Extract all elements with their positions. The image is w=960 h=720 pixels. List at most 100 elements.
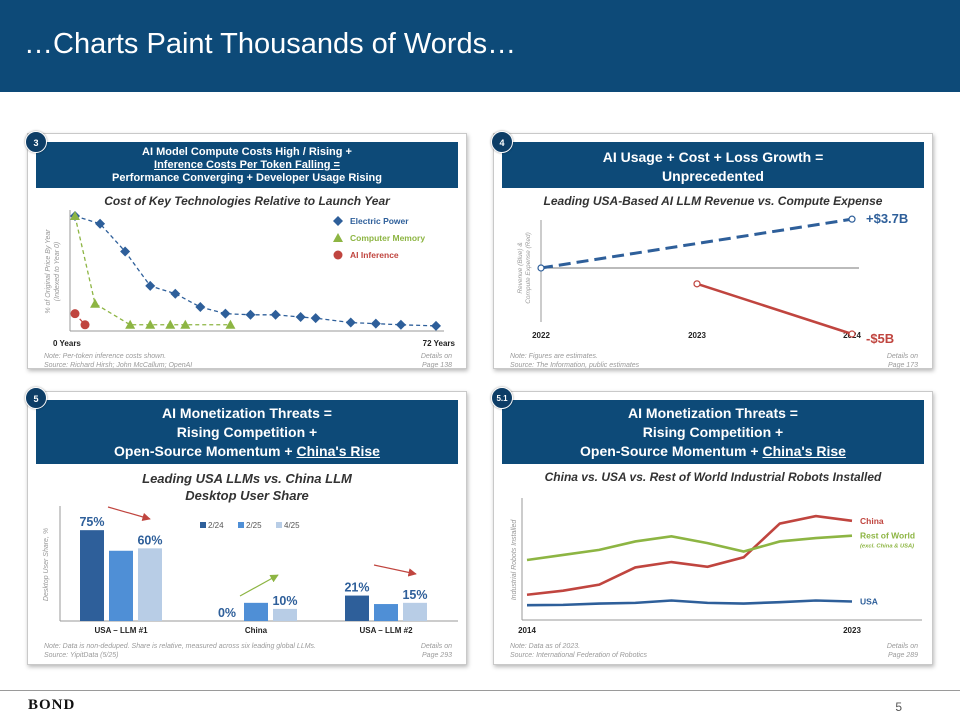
panel-badge: 3: [25, 131, 47, 153]
data-point: [537, 264, 545, 272]
x-tick-label: USA – LLM #2: [359, 626, 413, 635]
data-point: [370, 318, 381, 329]
trend-arrow-up: [239, 574, 279, 597]
note-line: Note: Figures are estimates.: [510, 353, 598, 360]
bar: [273, 608, 297, 621]
bar: [138, 548, 162, 621]
data-point: [225, 319, 236, 329]
note-line: Note: Data as of 2023.: [510, 643, 581, 650]
x-tick-label: China: [245, 626, 268, 635]
bar: [403, 602, 427, 621]
data-label: 21%: [344, 581, 369, 595]
series-line: [74, 215, 231, 326]
data-point: [431, 320, 441, 331]
panel-monetization-threats-share: AI Monetization Threats = Rising Competi…: [27, 391, 467, 665]
details-link[interactable]: Details on Page 138: [421, 352, 452, 370]
data-point: [170, 288, 181, 299]
data-point: [180, 319, 191, 329]
china-rise-link[interactable]: China's Rise: [762, 443, 846, 459]
details-page: Page 293: [422, 652, 452, 659]
y-axis-label: Desktop User Share, %: [43, 528, 50, 601]
chart-subtitle: China vs. USA vs. Rest of World Industri…: [544, 470, 882, 484]
series-line: [526, 599, 853, 607]
panel-compute-costs: AI Model Compute Costs High / Rising + I…: [27, 133, 467, 369]
legend-marker: [333, 216, 343, 226]
subtitle-line: Leading USA LLMs vs. China LLM: [142, 471, 352, 486]
data-label: 60%: [137, 533, 162, 547]
chart-subtitle: Cost of Key Technologies Relative to Lau…: [104, 194, 390, 208]
end-value-label: -$5B: [866, 331, 894, 346]
chart-cost-of-technologies: % of Original Price By Year (Indexed to Y…: [45, 210, 456, 348]
chart-desktop-user-share: Desktop User Share, % 2/24 2/25 4/25 USA – L…: [43, 506, 458, 635]
series-line: [526, 514, 853, 597]
x-tick-label: 2023: [688, 331, 706, 340]
x-tick-label: 2022: [532, 331, 550, 340]
legend-label: 4/25: [284, 521, 300, 530]
details-line: Details on: [886, 353, 918, 360]
footer-divider: [0, 690, 960, 691]
data-point: [310, 313, 321, 324]
details-line: Details on: [886, 643, 918, 650]
panel-usage-cost-loss: AI Usage + Cost + Loss Growth = Unpreced…: [493, 133, 933, 369]
data-point: [245, 309, 256, 320]
bar: [80, 530, 104, 621]
subtitle-line: Desktop User Share: [185, 488, 309, 503]
details-line: Details on: [420, 643, 452, 650]
data-point: [848, 215, 856, 223]
data-point: [295, 312, 306, 323]
series-line: [696, 282, 853, 336]
chart-note: Note: Per-token inference costs shown. S…: [44, 352, 192, 370]
note-line: Note: Per-token inference costs shown.: [44, 353, 167, 360]
bar: [244, 602, 268, 621]
series-sublabel: (excl. China & USA): [860, 544, 914, 550]
data-point: [395, 319, 406, 330]
data-point: [270, 309, 281, 320]
details-link[interactable]: Details on Page 173: [887, 352, 918, 370]
panel-header: AI Model Compute Costs High / Rising + I…: [36, 142, 458, 188]
x-tick-label: 2014: [518, 626, 536, 635]
legend-swatch: [276, 522, 282, 528]
legend-marker: [333, 233, 343, 242]
data-point: [120, 246, 131, 257]
chart-note: Note: Data is non-deduped. Share is rela…: [44, 642, 316, 660]
legend-label: 2/24: [208, 521, 224, 530]
header-line: Rising Competition +: [642, 424, 784, 440]
chart-note: Note: Figures are estimates. Source: The…: [510, 352, 639, 370]
details-link[interactable]: Details on Page 289: [887, 642, 918, 660]
data-point: [220, 308, 231, 319]
source-line: Source: YipitData (5/25): [44, 652, 119, 659]
chart-subtitle: Leading USA LLMs vs. China LLM Desktop U…: [28, 470, 466, 504]
legend-swatch: [238, 522, 244, 528]
header-line-underlined: Inference Costs Per Token Falling =: [154, 159, 340, 171]
y-axis-label: Revenue (Blue) &Compute Expense (Red): [517, 232, 532, 304]
panel-monetization-threats-robots: AI Monetization Threats = Rising Competi…: [493, 391, 933, 665]
y-axis-label: Industrial Robots Installed: [511, 519, 518, 601]
page-number: 5: [895, 700, 902, 714]
data-point: [693, 280, 701, 288]
china-rise-link[interactable]: China's Rise: [296, 443, 380, 459]
data-point: [165, 319, 176, 329]
x-tick-label: 2023: [843, 626, 861, 635]
y-axis-label: % of Original Price By Year (Indexed to Y…: [45, 229, 61, 314]
details-page: Page 289: [888, 652, 918, 659]
data-point: [145, 319, 156, 329]
note-line: Note: Data is non-deduped. Share is rela…: [44, 643, 316, 650]
header-line: AI Monetization Threats =: [162, 405, 332, 421]
panel-badge: 4: [491, 131, 513, 153]
data-point: [345, 317, 356, 328]
bar: [109, 550, 133, 621]
data-point: [90, 298, 101, 308]
series-line: [540, 217, 853, 270]
header-line: AI Model Compute Costs High / Rising +: [142, 146, 352, 158]
panel-header: AI Monetization Threats = Rising Competi…: [502, 400, 924, 464]
details-line: Details on: [420, 353, 452, 360]
chart-subtitle: Leading USA-Based AI LLM Revenue vs. Com…: [543, 194, 883, 208]
header-line: AI Usage + Cost + Loss Growth =: [602, 149, 824, 165]
data-point: [195, 302, 206, 313]
source-line: Source: The Information, public estimate…: [510, 362, 640, 369]
data-label: 15%: [402, 588, 427, 602]
series-label: Rest of World: [860, 531, 915, 541]
trend-arrow-down: [373, 564, 417, 577]
legend-label: Electric Power: [350, 216, 409, 226]
details-link[interactable]: Details on Page 293: [421, 642, 452, 660]
